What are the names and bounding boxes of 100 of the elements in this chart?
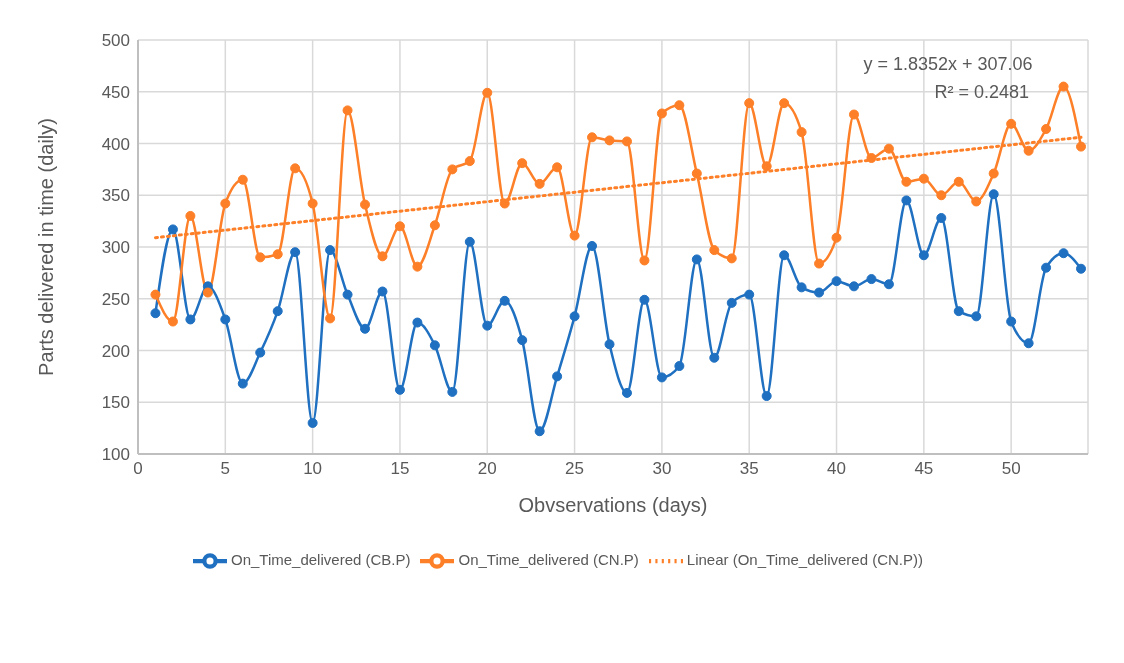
point <box>272 249 283 260</box>
point <box>517 158 528 169</box>
point <box>1058 248 1069 259</box>
point <box>464 156 475 167</box>
point <box>936 213 947 224</box>
point <box>290 247 301 258</box>
point <box>988 189 999 200</box>
y-tick-label: 150 <box>101 393 130 413</box>
point <box>779 250 790 261</box>
y-tick-label: 350 <box>101 186 130 206</box>
point <box>429 220 440 231</box>
point <box>936 190 947 201</box>
point <box>674 100 685 111</box>
point <box>429 340 440 351</box>
point <box>150 289 161 300</box>
point <box>779 98 790 109</box>
x-tick-label: 50 <box>1001 459 1021 479</box>
point <box>796 282 807 293</box>
point <box>656 372 667 383</box>
x-tick-label: 15 <box>390 459 410 479</box>
point <box>360 323 371 334</box>
point <box>342 289 353 300</box>
point <box>534 178 545 189</box>
point <box>150 308 161 319</box>
y-tick-label: 250 <box>101 289 130 309</box>
point <box>953 176 964 187</box>
x-tick-label: 5 <box>220 459 231 479</box>
point <box>848 281 859 292</box>
point <box>866 152 877 163</box>
point <box>901 176 912 187</box>
point <box>639 294 650 305</box>
y-tick-label: 500 <box>101 31 130 51</box>
point <box>325 313 336 324</box>
point <box>831 232 842 243</box>
x-tick-label: 45 <box>914 459 934 479</box>
point <box>1023 145 1034 156</box>
legend-label: On_Time_delivered (CN.P) <box>458 550 639 568</box>
point <box>709 245 720 256</box>
point <box>220 314 231 325</box>
point <box>709 352 720 363</box>
point <box>604 135 615 146</box>
y-tick-label: 100 <box>101 445 130 465</box>
point <box>255 252 266 263</box>
point <box>517 335 528 346</box>
point <box>377 286 388 297</box>
x-tick-label: 20 <box>477 459 497 479</box>
point <box>307 417 318 428</box>
point <box>394 384 405 395</box>
point <box>674 361 685 372</box>
point <box>691 254 702 265</box>
point <box>412 317 423 328</box>
x-tick-label: 25 <box>565 459 585 479</box>
point <box>971 311 982 322</box>
point <box>342 105 353 116</box>
point <box>499 198 510 209</box>
point <box>831 276 842 287</box>
point <box>901 195 912 206</box>
point <box>394 221 405 232</box>
point <box>726 297 737 308</box>
point <box>569 311 580 322</box>
point <box>1076 141 1087 152</box>
point <box>220 198 231 209</box>
legend-label: Linear (On_Time_delivered (CN.P)) <box>686 550 924 568</box>
point <box>202 287 213 298</box>
point <box>848 109 859 120</box>
y-axis-title: Parts delivered in time (daily) <box>35 118 58 376</box>
point <box>185 314 196 325</box>
point <box>569 230 580 241</box>
point <box>639 255 650 266</box>
point <box>918 173 929 184</box>
point <box>883 279 894 290</box>
point <box>971 196 982 207</box>
x-axis-title: Obvservations (days) <box>518 494 708 516</box>
point <box>761 161 772 172</box>
legend-label: On_Time_delivered (CB.P) <box>230 550 411 568</box>
y-tick-label: 400 <box>101 134 130 154</box>
point <box>744 98 755 109</box>
point <box>1023 338 1034 349</box>
x-tick-label: 30 <box>652 459 672 479</box>
x-tick-label: 10 <box>303 459 323 479</box>
point <box>988 168 999 179</box>
point <box>290 163 301 174</box>
point <box>953 306 964 317</box>
point <box>761 391 772 402</box>
annotation: y = 1.8352x + 307.06 <box>862 53 1034 76</box>
x-tick-label: 0 <box>133 459 143 479</box>
point <box>482 87 493 98</box>
point <box>499 295 510 306</box>
point <box>883 143 894 154</box>
point <box>307 198 318 209</box>
point <box>167 316 178 327</box>
point <box>255 347 266 358</box>
point <box>464 236 475 247</box>
point <box>412 261 423 272</box>
point <box>1006 118 1017 129</box>
point <box>552 371 563 382</box>
point <box>814 287 825 298</box>
point <box>237 174 248 185</box>
point <box>621 387 632 398</box>
point <box>552 162 563 173</box>
